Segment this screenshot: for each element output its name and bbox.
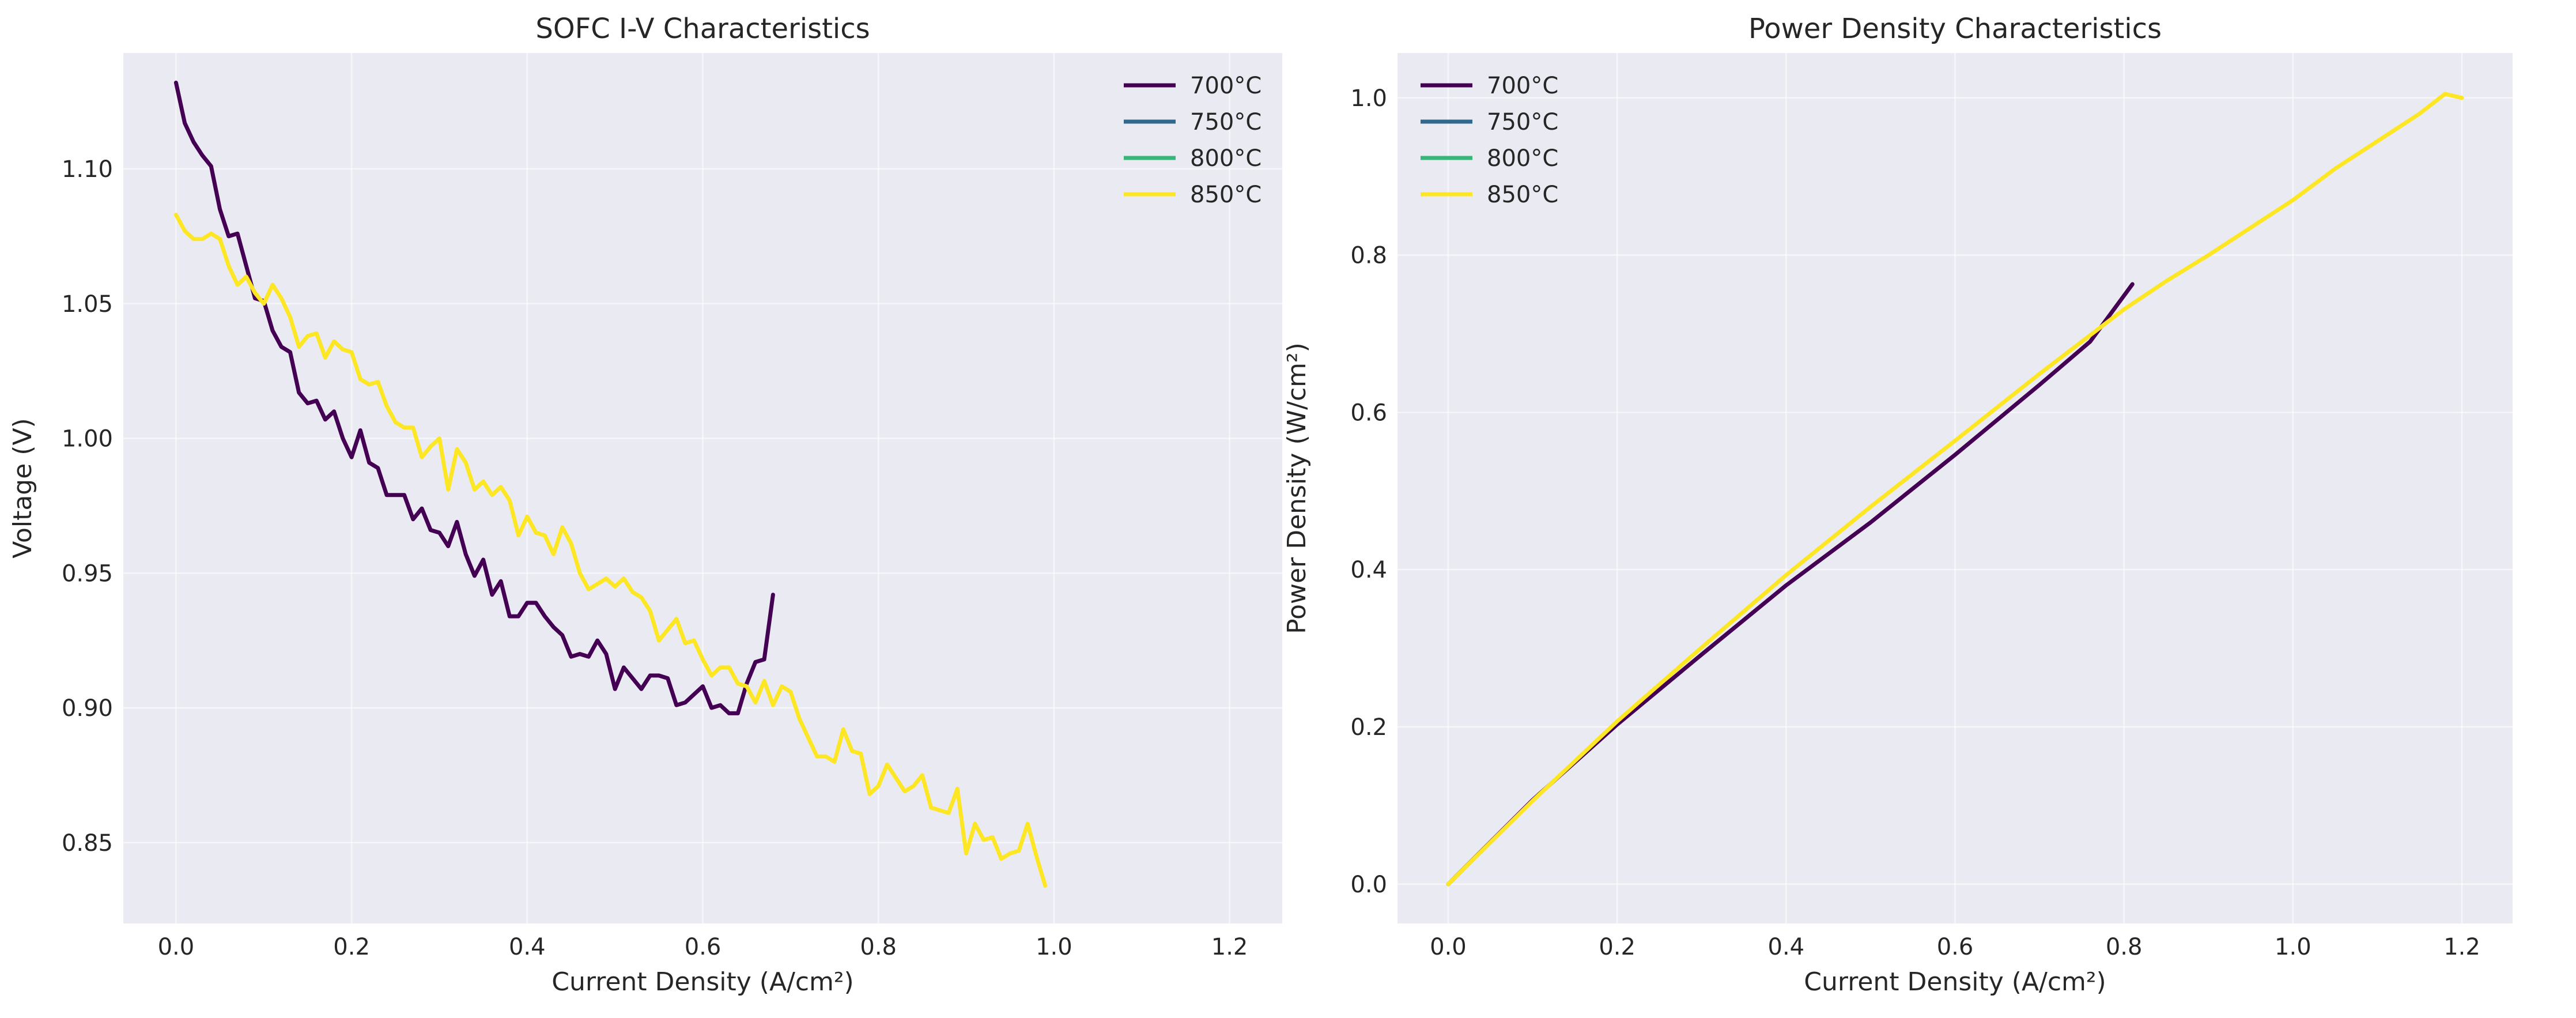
y-tick-label: 0.8 [1350, 243, 1387, 269]
legend-label: 800°C [1487, 145, 1558, 172]
x-tick-label: 0.8 [2106, 934, 2143, 960]
x-tick-label: 1.0 [1036, 934, 1072, 960]
legend: 700°C 750°C 800°C 850°C [1124, 73, 1261, 208]
legend-label: 750°C [1487, 109, 1558, 135]
x-tick-label: 0.0 [158, 934, 195, 960]
y-tick-label: 1.0 [1350, 85, 1387, 112]
chart-title: Power Density Characteristics [1748, 13, 2162, 45]
legend-label: 700°C [1487, 73, 1558, 99]
x-tick-label: 1.2 [2443, 934, 2480, 960]
chart-title: SOFC I-V Characteristics [535, 13, 870, 45]
x-tick-label: 0.0 [1430, 934, 1467, 960]
legend-label: 850°C [1190, 182, 1261, 208]
x-axis-label: Current Density (A/cm²) [1804, 967, 2106, 997]
series-line-700°C [173, 80, 775, 715]
y-tick-label: 1.05 [62, 291, 113, 318]
y-tick-label: 0.6 [1350, 399, 1387, 426]
y-tick-label: 0.2 [1350, 714, 1387, 741]
x-tick-label: 0.4 [1768, 934, 1805, 960]
iv-chart: 0.0 0.2 0.4 0.6 0.8 1.0 1.2 0.85 0.90 0.95 1.00 1.0… [8, 13, 1282, 997]
y-tick-label: 0.90 [62, 695, 113, 722]
x-tick-label: 1.0 [2275, 934, 2311, 960]
legend-label: 700°C [1190, 73, 1261, 99]
x-tick-label: 0.8 [860, 934, 897, 960]
y-tick-label: 0.4 [1350, 557, 1387, 583]
series-line-850°C [173, 213, 1048, 888]
legend-label: 800°C [1190, 145, 1261, 172]
x-tick-label: 0.2 [1599, 934, 1636, 960]
x-axis-label: Current Density (A/cm²) [552, 967, 853, 997]
y-axis-label: Voltage (V) [8, 418, 37, 558]
x-tick-label: 0.2 [333, 934, 370, 960]
x-tick-label: 0.6 [685, 934, 722, 960]
y-tick-label: 1.10 [62, 156, 113, 183]
legend-label: 850°C [1487, 182, 1558, 208]
x-tick-label: 0.4 [509, 934, 546, 960]
legend-label: 750°C [1190, 109, 1261, 135]
y-tick-label: 0.0 [1350, 872, 1387, 898]
y-tick-label: 0.95 [62, 560, 113, 587]
y-axis-label: Power Density (W/cm²) [1282, 342, 1312, 634]
legend: 700°C 750°C 800°C 850°C [1421, 73, 1558, 208]
y-tick-label: 1.00 [62, 426, 113, 453]
series-line-850°C [1446, 92, 2464, 887]
y-tick-label: 0.85 [62, 830, 113, 857]
x-tick-label: 0.6 [1937, 934, 1974, 960]
x-tick-label: 1.2 [1211, 934, 1248, 960]
power-density-chart: 0.0 0.2 0.4 0.6 0.8 1.0 1.2 0.0 0.2 0.4 0.6 0.8 1.0 P… [1282, 13, 2513, 997]
